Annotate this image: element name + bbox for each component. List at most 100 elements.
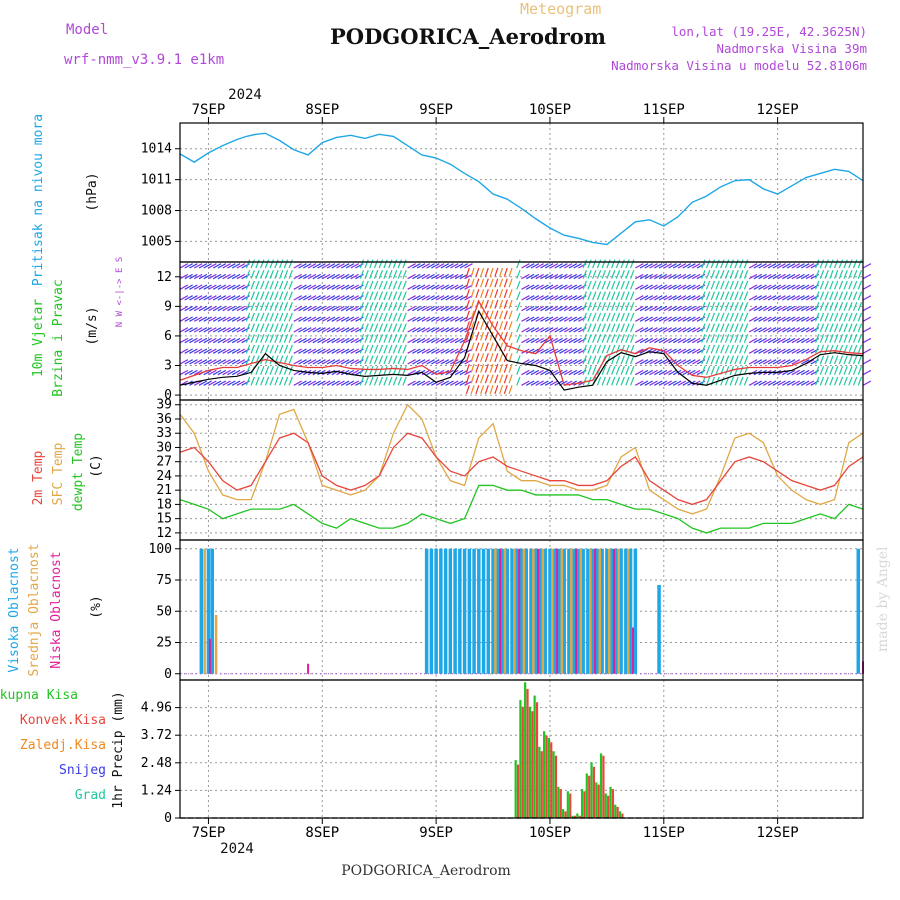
wind-arrow xyxy=(615,259,621,269)
wind-arrow xyxy=(677,273,687,280)
wind-arrow xyxy=(312,380,321,386)
wind-arrow xyxy=(179,284,189,290)
wind-arrow xyxy=(815,376,820,386)
wind-arrow xyxy=(829,312,834,322)
wind-arrow xyxy=(508,363,513,373)
wind-arrow xyxy=(786,348,796,354)
wind-arrow xyxy=(540,359,549,365)
wind-arrow xyxy=(833,344,839,354)
wind-arrow xyxy=(245,259,251,269)
wind-arrow xyxy=(407,380,416,386)
wind-arrow xyxy=(786,305,796,312)
wind-arrow xyxy=(179,337,189,344)
wind-arrow xyxy=(715,323,720,333)
model-label: Model xyxy=(66,22,108,38)
wind-arrow xyxy=(838,334,844,343)
wind-arrow xyxy=(392,291,398,301)
wind-arrow xyxy=(525,359,535,365)
wind-arrow xyxy=(544,369,554,376)
wind-arrow xyxy=(852,323,858,333)
wind-arrow xyxy=(303,263,312,269)
precip-total-bar xyxy=(528,706,531,818)
wind-arrow xyxy=(392,376,398,386)
wind-arrow xyxy=(412,284,421,290)
wind-arrow xyxy=(691,359,701,365)
wind-arrow xyxy=(739,355,744,365)
wind-arrow xyxy=(615,280,621,290)
wind-arrow xyxy=(829,355,834,365)
wind-arrow xyxy=(435,273,445,280)
precip-panel: 01.242.483.724.96 xyxy=(141,679,864,826)
wind-arrow xyxy=(264,259,270,269)
wind-arrow xyxy=(791,327,801,333)
wind-arrow xyxy=(397,291,403,301)
wind-arrow xyxy=(283,259,289,269)
wind-arrow xyxy=(521,263,530,269)
wind-arrow xyxy=(843,312,848,322)
precip-conv-bar xyxy=(573,815,577,818)
wind-ylabels: 10m Vjetar Brzina i Pravac (m/s) N W <-|… xyxy=(31,257,125,397)
wind-arrow xyxy=(222,263,231,269)
wind-arrow xyxy=(644,284,654,290)
wind-arrow xyxy=(615,366,621,375)
ytick-label: 6 xyxy=(164,329,172,344)
wind-arrow xyxy=(734,334,739,343)
wind-arrow xyxy=(298,305,307,312)
wind-arrow xyxy=(193,305,203,312)
wind-arrow xyxy=(212,273,222,280)
wind-arrow xyxy=(852,291,858,301)
wind-arrow xyxy=(625,355,630,365)
wind-arrow xyxy=(378,270,384,279)
cloud-mid-bar xyxy=(513,548,516,674)
wind-arrow xyxy=(293,337,303,344)
wind-arrow xyxy=(227,284,236,290)
wind-arrow xyxy=(720,344,725,354)
wind-arrow xyxy=(525,284,535,290)
wind-arrow xyxy=(494,385,499,395)
wind-arrow xyxy=(293,327,303,333)
wind-arrow xyxy=(540,263,549,269)
wind-arrow xyxy=(587,334,592,343)
wind-arrow xyxy=(340,273,350,280)
top-day-label: 9SEP xyxy=(419,102,453,118)
wind-arrow xyxy=(283,291,289,301)
wind-arrow xyxy=(350,337,359,344)
wind-arrow xyxy=(345,273,355,280)
wind-arrow xyxy=(563,327,573,333)
wind-arrow xyxy=(833,355,839,365)
wind-arrow xyxy=(489,299,494,309)
cloud-high-bar xyxy=(434,548,438,674)
wind-arrow xyxy=(668,337,677,344)
wind-arrow xyxy=(587,344,592,354)
wind-arrow xyxy=(753,305,763,312)
wind-arrow xyxy=(193,380,203,386)
bottom-day-label: 12SEP xyxy=(757,825,799,841)
wind-arrow xyxy=(431,263,440,269)
wind-arrow xyxy=(508,278,513,288)
wind-arrow xyxy=(516,259,521,269)
wind-arrow xyxy=(786,359,796,365)
wind-arrow xyxy=(222,305,231,312)
wind-arrow xyxy=(435,305,445,312)
wind-arrow xyxy=(838,270,844,279)
cloud-high-bar xyxy=(477,548,481,674)
wind-arrow xyxy=(705,366,711,375)
wind-arrow xyxy=(772,273,782,280)
precip-conv-bar xyxy=(559,789,562,818)
cloud-high-bar xyxy=(533,548,538,674)
ytick-label: 24 xyxy=(156,469,172,484)
wind-arrow xyxy=(720,291,725,301)
wind-arrow xyxy=(691,273,701,280)
wind-arrow xyxy=(549,316,559,322)
wind-arrow xyxy=(843,259,848,269)
wind-arrow xyxy=(739,312,744,322)
wind-arrow xyxy=(503,331,508,341)
wind-arrow xyxy=(236,295,246,301)
wind-arrow xyxy=(454,337,464,344)
wind-arrow xyxy=(388,312,393,322)
wind-arrow xyxy=(255,270,260,279)
wind-arrow xyxy=(508,353,513,363)
wind-arrow xyxy=(782,263,791,269)
